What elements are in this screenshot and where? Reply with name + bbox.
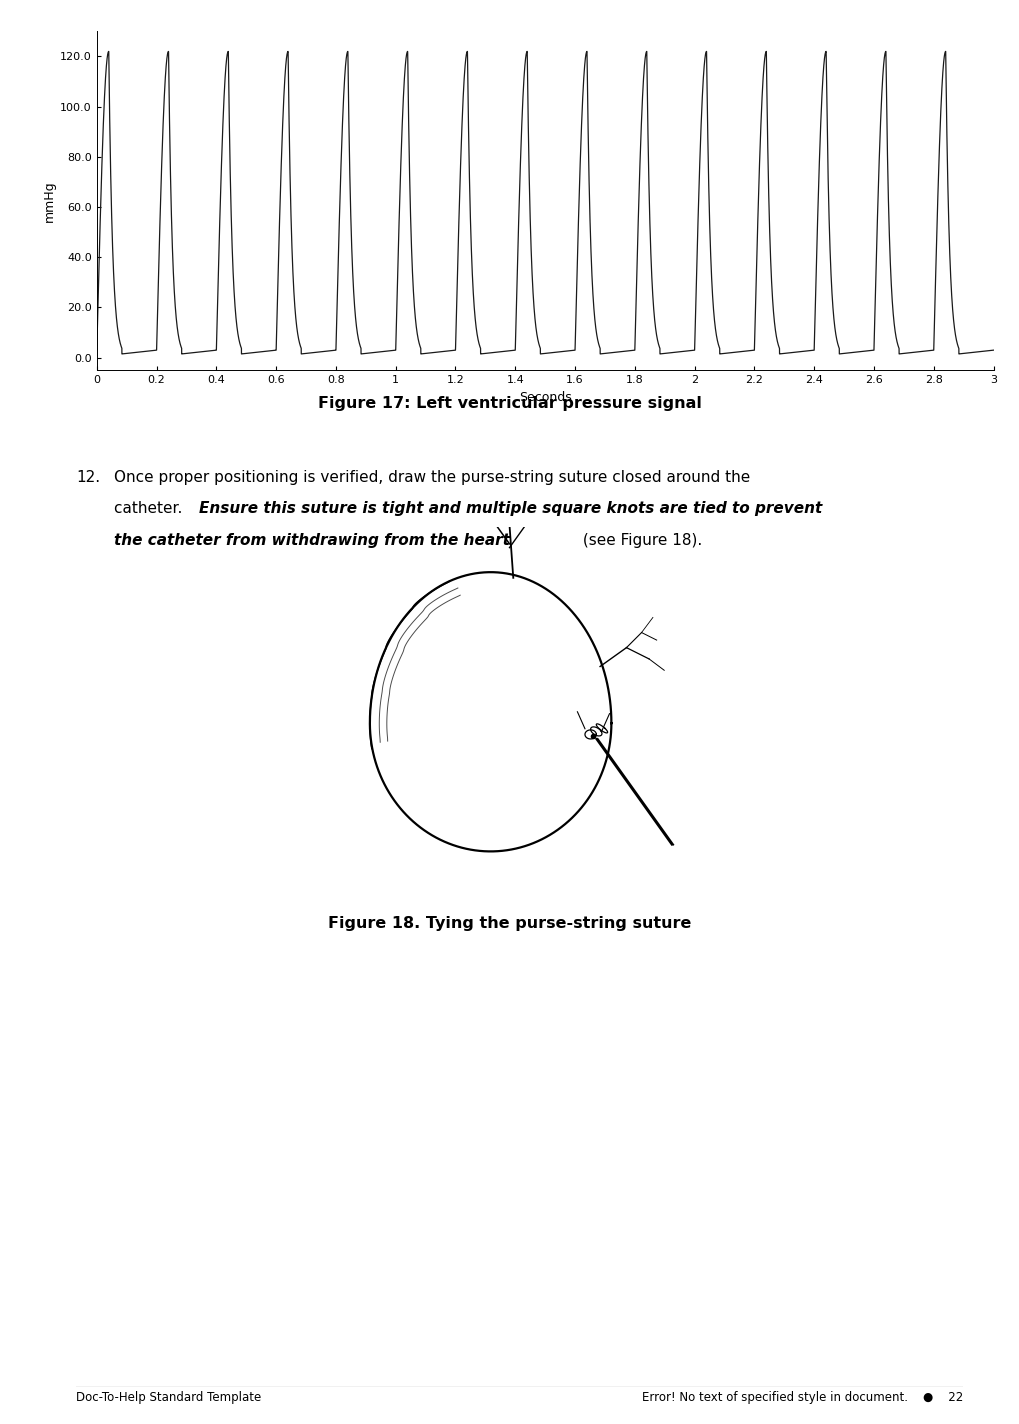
Text: Doc-To-Help Standard Template: Doc-To-Help Standard Template bbox=[76, 1391, 262, 1404]
Text: Figure 17: Left ventricular pressure signal: Figure 17: Left ventricular pressure sig… bbox=[318, 396, 701, 412]
Text: Error! No text of specified style in document.    ●    22: Error! No text of specified style in doc… bbox=[642, 1391, 963, 1404]
Text: 12.: 12. bbox=[76, 470, 101, 486]
Text: Ensure this suture is tight and multiple square knots are tied to prevent: Ensure this suture is tight and multiple… bbox=[199, 501, 822, 517]
Text: Once proper positioning is verified, draw the purse-string suture closed around : Once proper positioning is verified, dra… bbox=[114, 470, 750, 486]
Text: Figure 18. Tying the purse-string suture: Figure 18. Tying the purse-string suture bbox=[328, 916, 691, 931]
X-axis label: Seconds: Seconds bbox=[519, 390, 572, 403]
Text: the catheter from withdrawing from the heart: the catheter from withdrawing from the h… bbox=[114, 533, 510, 548]
Text: catheter.: catheter. bbox=[114, 501, 187, 517]
Text: (see Figure 18).: (see Figure 18). bbox=[578, 533, 702, 548]
Y-axis label: mmHg: mmHg bbox=[43, 179, 56, 222]
